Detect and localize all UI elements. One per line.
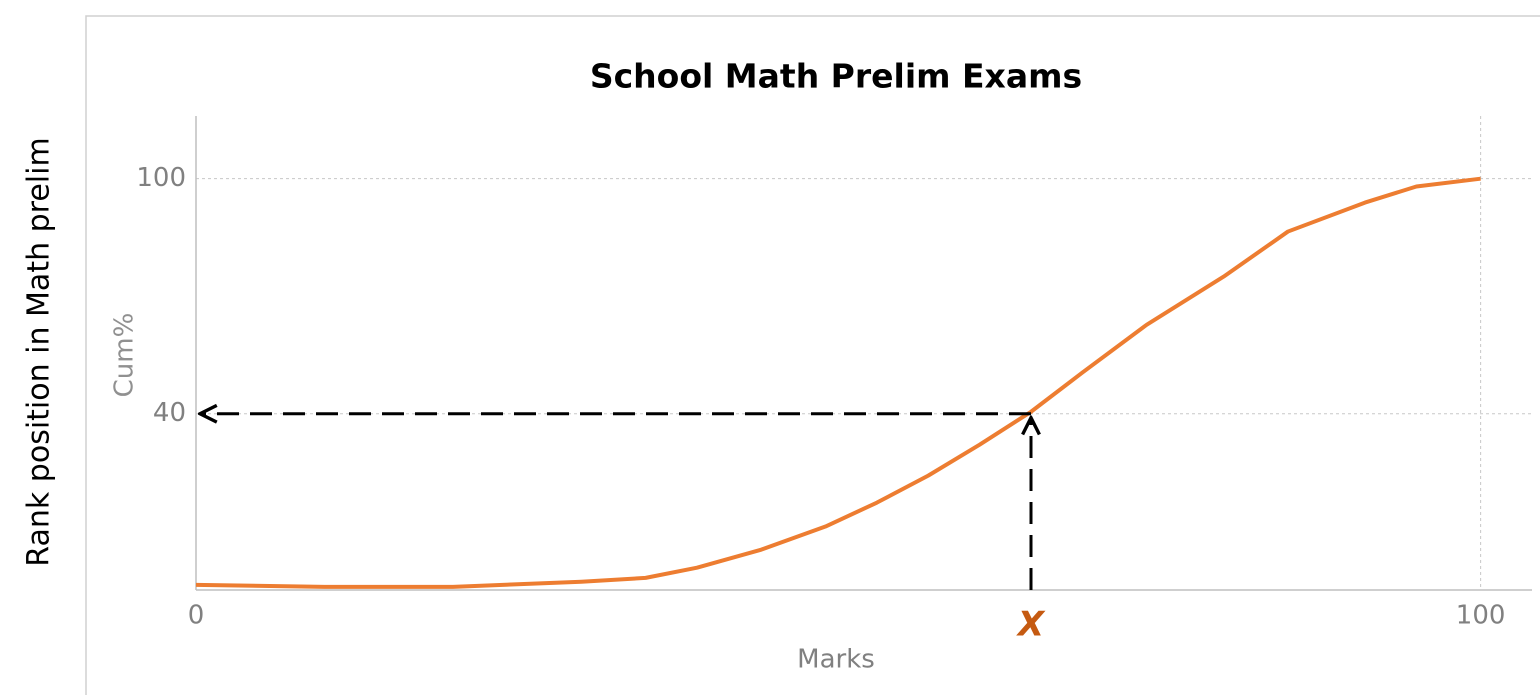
x-tick-label: 0 xyxy=(188,601,205,631)
y-axis-label: Cum% xyxy=(110,313,140,398)
chart-title: School Math Prelim Exams xyxy=(590,57,1082,96)
y-tick-label: 100 xyxy=(136,163,186,193)
annotation-label: X xyxy=(1016,605,1046,645)
data-line xyxy=(195,176,1481,589)
chart-frame xyxy=(85,15,1540,695)
x-tick-label: 100 xyxy=(1456,601,1506,631)
x-axis-label: Marks xyxy=(797,645,875,675)
y-tick-label: 40 xyxy=(153,398,186,428)
side-label: Rank position in Math prelim xyxy=(22,137,57,566)
